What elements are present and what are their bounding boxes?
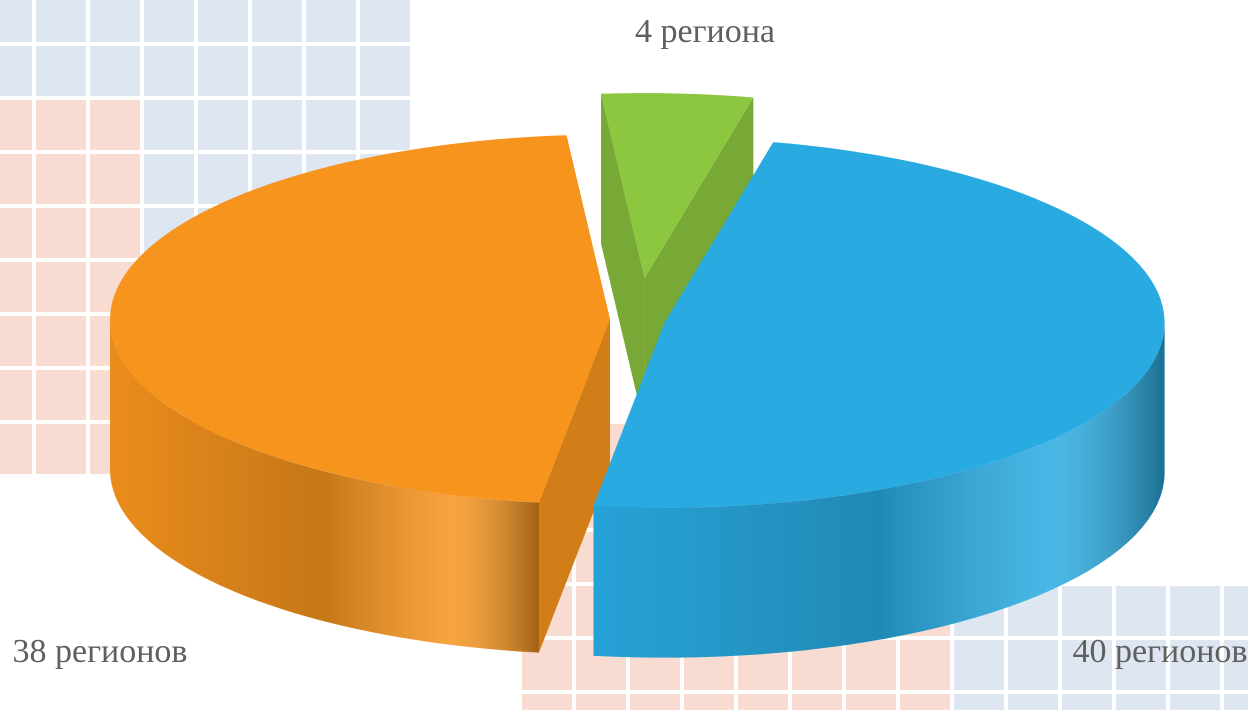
bg-tile bbox=[900, 694, 950, 710]
bg-tile bbox=[144, 154, 194, 204]
bg-tile bbox=[954, 640, 1004, 690]
bg-tile bbox=[630, 694, 680, 710]
bg-tile bbox=[684, 694, 734, 710]
bg-tile bbox=[0, 208, 32, 258]
bg-tile bbox=[90, 208, 140, 258]
bg-tile bbox=[144, 100, 194, 150]
bg-tile bbox=[846, 694, 896, 710]
bg-tile bbox=[90, 46, 140, 96]
bg-tile bbox=[252, 0, 302, 42]
bg-tile bbox=[252, 46, 302, 96]
chart: 4 региона 40 регионов 38 регионов bbox=[0, 0, 1248, 710]
bg-tile bbox=[360, 0, 410, 42]
bg-tile bbox=[1062, 694, 1112, 710]
bg-tile bbox=[198, 46, 248, 96]
bg-tile bbox=[90, 0, 140, 42]
bg-tile bbox=[1008, 640, 1058, 690]
bg-tile bbox=[144, 0, 194, 42]
bg-tile bbox=[306, 100, 356, 150]
bg-tile bbox=[252, 100, 302, 150]
bg-tile bbox=[1008, 694, 1058, 710]
bg-tile bbox=[576, 694, 626, 710]
bg-tile bbox=[36, 424, 86, 474]
bg-tile bbox=[1116, 694, 1166, 710]
bg-tile bbox=[360, 100, 410, 150]
bg-tile bbox=[90, 100, 140, 150]
value-label: 4 региона bbox=[620, 12, 790, 52]
bg-tile bbox=[306, 0, 356, 42]
bg-tile bbox=[0, 316, 32, 366]
bg-tile bbox=[0, 46, 32, 96]
bg-tile bbox=[900, 640, 950, 690]
bg-tile bbox=[36, 370, 86, 420]
bg-tile bbox=[1062, 586, 1112, 636]
bg-tile bbox=[738, 694, 788, 710]
bg-tile bbox=[0, 154, 32, 204]
bg-tile bbox=[0, 262, 32, 312]
bg-tile bbox=[1224, 694, 1248, 710]
bg-tile bbox=[954, 694, 1004, 710]
value-label: 38 регионов bbox=[0, 632, 200, 672]
bg-tile bbox=[1170, 586, 1220, 636]
bg-tile bbox=[0, 0, 32, 42]
bg-tile bbox=[0, 370, 32, 420]
bg-tile bbox=[36, 0, 86, 42]
bg-tile bbox=[360, 46, 410, 96]
bg-tile bbox=[1224, 586, 1248, 636]
bg-tile bbox=[90, 154, 140, 204]
bg-tile bbox=[1116, 586, 1166, 636]
bg-tile bbox=[36, 154, 86, 204]
bg-tile bbox=[0, 424, 32, 474]
bg-tile bbox=[846, 640, 896, 690]
bg-tile bbox=[198, 100, 248, 150]
bg-tile bbox=[792, 694, 842, 710]
bg-tile bbox=[306, 46, 356, 96]
bg-tile bbox=[0, 100, 32, 150]
bg-tile bbox=[36, 262, 86, 312]
value-label: 40 регионов bbox=[1060, 632, 1248, 672]
bg-tile bbox=[522, 694, 572, 710]
bg-tile bbox=[36, 46, 86, 96]
bg-tile bbox=[1170, 694, 1220, 710]
bg-tile bbox=[36, 208, 86, 258]
bg-tile bbox=[36, 316, 86, 366]
bg-tile bbox=[36, 100, 86, 150]
chart-svg bbox=[0, 0, 1248, 710]
bg-tile bbox=[198, 0, 248, 42]
bg-tile bbox=[144, 46, 194, 96]
